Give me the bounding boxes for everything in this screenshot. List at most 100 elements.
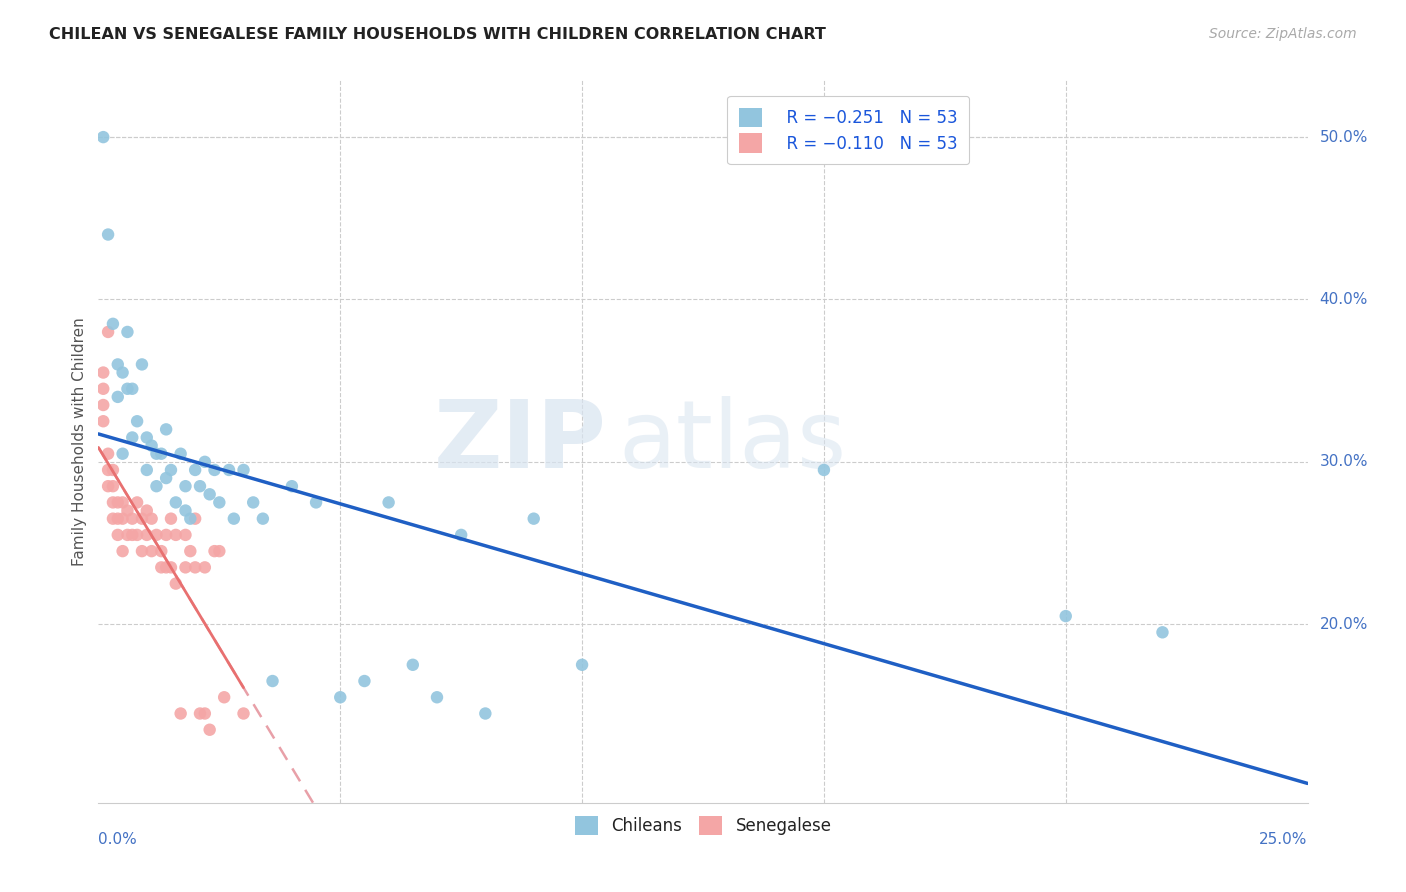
Point [107, 495, 129, 509]
Point [232, 706, 254, 721]
Point [179, 511, 201, 525]
Point [204, 544, 226, 558]
Point [160, 463, 183, 477]
Point [252, 511, 274, 525]
Legend: Chileans, Senegalese: Chileans, Senegalese [568, 809, 838, 841]
Point [305, 495, 328, 509]
Point [329, 690, 352, 705]
Point [141, 511, 163, 525]
Point [131, 358, 153, 372]
Point [145, 528, 167, 542]
Point [97, 227, 120, 242]
Point [242, 495, 264, 509]
Point [141, 439, 163, 453]
Point [1152, 625, 1174, 640]
Text: 40.0%: 40.0% [1320, 292, 1368, 307]
Point [169, 706, 191, 721]
Text: CHILEAN VS SENEGALESE FAMILY HOUSEHOLDS WITH CHILDREN CORRELATION CHART: CHILEAN VS SENEGALESE FAMILY HOUSEHOLDS … [49, 27, 827, 42]
Point [131, 544, 153, 558]
Text: 20.0%: 20.0% [1320, 616, 1368, 632]
Point [127, 528, 149, 542]
Point [121, 382, 143, 396]
Point [101, 317, 124, 331]
Point [121, 528, 143, 542]
Y-axis label: Family Households with Children: Family Households with Children [72, 318, 87, 566]
Point [150, 544, 173, 558]
Point [97, 479, 120, 493]
Point [262, 673, 284, 688]
Point [150, 560, 173, 574]
Point [184, 463, 207, 477]
Point [174, 479, 197, 493]
Point [169, 447, 191, 461]
Point [194, 706, 217, 721]
Text: 0.0%: 0.0% [98, 831, 138, 847]
Point [101, 495, 124, 509]
Point [194, 560, 217, 574]
Point [127, 495, 149, 509]
Point [426, 690, 449, 705]
Point [91, 130, 114, 145]
Point [91, 398, 114, 412]
Point [135, 463, 157, 477]
Point [121, 430, 143, 444]
Point [117, 382, 139, 396]
Point [160, 560, 183, 574]
Point [131, 511, 153, 525]
Point [101, 479, 124, 493]
Point [91, 366, 114, 380]
Point [281, 479, 304, 493]
Point [155, 528, 177, 542]
Point [198, 487, 221, 501]
Text: atlas: atlas [619, 395, 846, 488]
Point [101, 463, 124, 477]
Point [117, 325, 139, 339]
Point [135, 430, 157, 444]
Point [145, 479, 167, 493]
Point [222, 511, 245, 525]
Point [111, 511, 134, 525]
Text: 50.0%: 50.0% [1320, 129, 1368, 145]
Point [91, 382, 114, 396]
Point [194, 455, 217, 469]
Point [450, 528, 472, 542]
Point [145, 447, 167, 461]
Point [1054, 609, 1077, 624]
Point [474, 706, 496, 721]
Point [208, 495, 231, 509]
Point [188, 479, 211, 493]
Point [571, 657, 593, 672]
Point [111, 495, 134, 509]
Point [111, 544, 134, 558]
Point [155, 471, 177, 485]
Point [184, 560, 207, 574]
Point [121, 511, 143, 525]
Point [107, 390, 129, 404]
Point [141, 544, 163, 558]
Point [174, 560, 197, 574]
Point [218, 463, 240, 477]
Point [174, 503, 197, 517]
Point [117, 528, 139, 542]
Point [232, 463, 254, 477]
Point [402, 657, 425, 672]
Point [111, 447, 134, 461]
Point [150, 447, 173, 461]
Point [107, 358, 129, 372]
Text: Source: ZipAtlas.com: Source: ZipAtlas.com [1209, 27, 1357, 41]
Point [165, 576, 187, 591]
Point [97, 325, 120, 339]
Point [155, 422, 177, 436]
Point [160, 511, 183, 525]
Point [179, 544, 201, 558]
Point [204, 463, 226, 477]
Point [91, 414, 114, 428]
Point [523, 511, 546, 525]
Point [111, 366, 134, 380]
Point [135, 528, 157, 542]
Point [208, 544, 231, 558]
Point [212, 690, 235, 705]
Point [155, 560, 177, 574]
Point [184, 511, 207, 525]
Point [117, 503, 139, 517]
